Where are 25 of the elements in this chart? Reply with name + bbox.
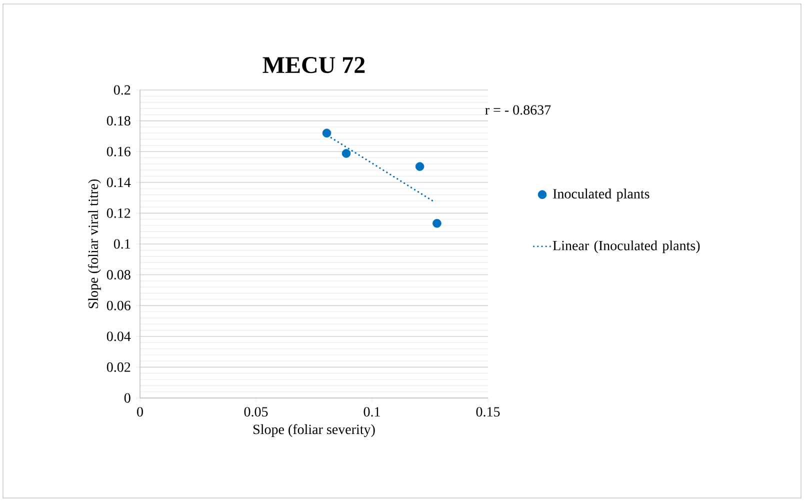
point [342, 149, 351, 158]
y-axis-title: Slope (foliar viral titre) [88, 179, 101, 308]
y-tick-label: 0 [124, 393, 130, 403]
y-tick-label: 0.18 [106, 116, 130, 126]
annotation: r = - 0.8637 [485, 105, 551, 115]
y-tick-label: 0.2 [114, 85, 130, 95]
y-tick-label: 0.12 [106, 208, 130, 218]
y-tick-label: 0.06 [106, 300, 130, 310]
point [322, 128, 332, 138]
chart-title: MECU 72 [262, 57, 365, 74]
legend-label: Linear (Inoculated plants) [552, 240, 700, 254]
x-tick-label: 0.1 [364, 407, 380, 417]
x-axis-title: Slope (foliar severity) [254, 424, 375, 438]
y-tick-label: 0.08 [106, 270, 130, 280]
x-tick-label: 0 [137, 407, 143, 417]
x-tick-label: 0.05 [244, 407, 268, 417]
y-tick-label: 0.16 [106, 146, 130, 156]
legend-label: Inoculated plants [553, 188, 650, 202]
x-tick-label: 0.15 [476, 407, 500, 417]
point [432, 218, 442, 228]
y-tick-label: 0.02 [106, 362, 130, 372]
y-tick-label: 0.1 [114, 239, 130, 249]
point [415, 162, 424, 171]
y-tick-label: 0.14 [106, 178, 131, 188]
y-tick-label: 0.04 [106, 332, 131, 342]
